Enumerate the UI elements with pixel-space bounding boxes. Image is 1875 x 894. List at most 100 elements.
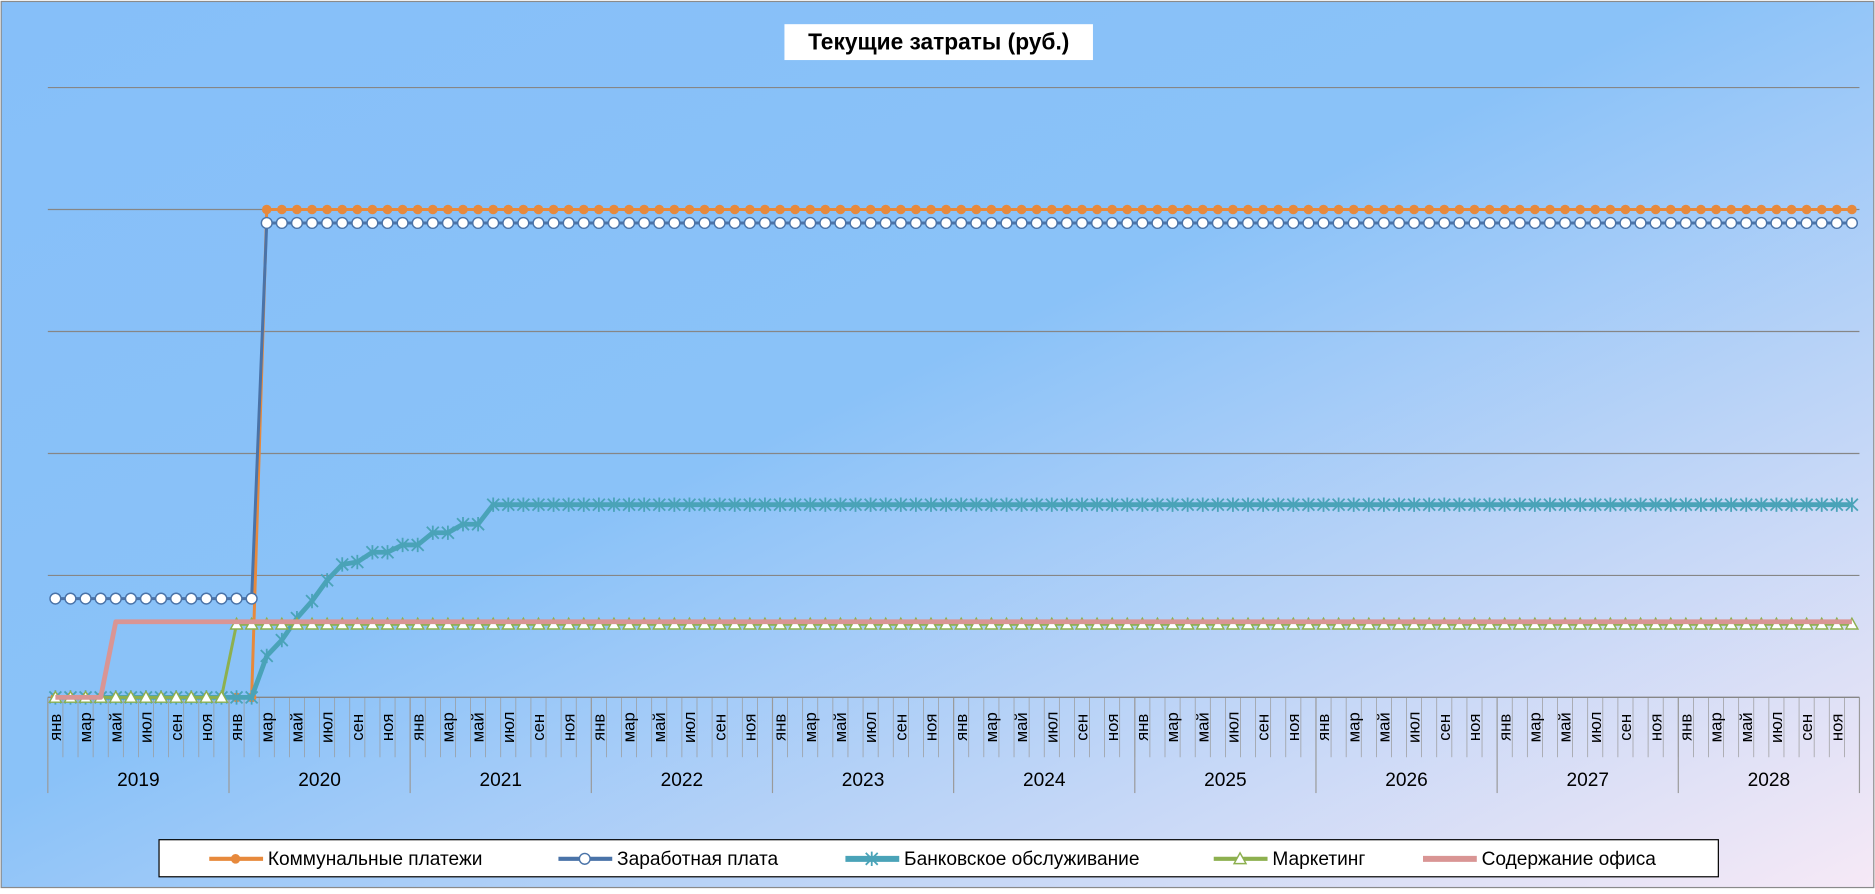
marker xyxy=(758,216,772,230)
x-tick-label: мар xyxy=(439,712,458,742)
x-tick-label: мар xyxy=(801,712,820,742)
marker xyxy=(1121,216,1134,230)
marker xyxy=(803,497,817,512)
marker xyxy=(1665,204,1676,215)
marker xyxy=(999,497,1014,512)
x-tick-label: мар xyxy=(76,712,95,742)
marker xyxy=(1077,204,1087,215)
x-tick-label: ноя xyxy=(1465,713,1484,741)
marker xyxy=(819,216,832,230)
marker xyxy=(909,497,923,512)
marker xyxy=(909,216,922,230)
marker xyxy=(277,204,287,215)
marker xyxy=(517,216,530,230)
marker xyxy=(1075,216,1089,230)
marker xyxy=(1062,204,1072,215)
marker xyxy=(411,216,424,230)
marker xyxy=(1679,216,1692,230)
marker xyxy=(1303,204,1314,215)
marker xyxy=(713,497,727,512)
x-tick-label: май xyxy=(288,712,307,742)
x-tick-label: сен xyxy=(1797,714,1816,741)
marker xyxy=(1167,204,1178,215)
marker xyxy=(790,204,800,215)
marker xyxy=(531,497,546,512)
marker xyxy=(1392,497,1406,512)
marker xyxy=(441,525,455,540)
marker xyxy=(441,216,454,230)
marker xyxy=(1377,497,1391,512)
marker xyxy=(1364,204,1374,215)
x-tick-label: янв xyxy=(1133,714,1152,741)
marker xyxy=(109,592,122,605)
marker xyxy=(939,216,953,230)
marker xyxy=(275,632,289,648)
marker xyxy=(1316,497,1331,512)
marker xyxy=(713,216,726,230)
marker xyxy=(230,592,243,605)
marker xyxy=(503,204,514,215)
marker xyxy=(1650,204,1661,215)
marker xyxy=(1152,204,1163,215)
marker xyxy=(533,204,544,215)
marker xyxy=(1573,497,1587,512)
x-tick-label: сен xyxy=(1073,714,1092,741)
marker xyxy=(305,593,319,609)
marker xyxy=(758,497,772,512)
marker xyxy=(607,497,621,512)
marker xyxy=(380,545,395,560)
marker xyxy=(941,204,951,215)
marker xyxy=(229,690,244,705)
marker xyxy=(1649,216,1662,230)
marker xyxy=(426,216,439,230)
marker xyxy=(639,204,649,215)
marker xyxy=(108,689,123,703)
marker xyxy=(337,204,348,215)
marker xyxy=(1106,216,1119,230)
x-tick-label: ноя xyxy=(559,713,578,741)
marker xyxy=(305,216,319,230)
marker xyxy=(896,204,906,215)
x-tick-label: сен xyxy=(348,714,367,741)
marker xyxy=(547,216,560,230)
x-tick-label: янв xyxy=(1495,714,1514,741)
marker xyxy=(1332,216,1345,230)
x-tick-label: янв xyxy=(952,714,971,741)
marker xyxy=(411,537,425,553)
marker xyxy=(1830,497,1844,512)
marker xyxy=(714,204,725,215)
marker xyxy=(638,216,651,230)
x-tick-label: май xyxy=(1193,712,1212,742)
marker xyxy=(924,216,938,230)
marker xyxy=(501,497,515,512)
marker xyxy=(1272,216,1285,230)
marker xyxy=(653,216,666,230)
marker xyxy=(516,497,530,512)
marker xyxy=(79,592,92,605)
marker xyxy=(1664,216,1677,230)
marker xyxy=(773,497,787,512)
marker xyxy=(879,216,892,230)
marker xyxy=(138,689,154,703)
x-tick-label: мар xyxy=(1707,712,1726,742)
marker xyxy=(1030,497,1044,512)
marker xyxy=(1060,216,1073,230)
marker xyxy=(1482,497,1497,512)
marker xyxy=(1784,497,1799,512)
marker xyxy=(1317,216,1330,230)
x-tick-label: янв xyxy=(227,714,246,741)
marker xyxy=(548,204,559,215)
marker xyxy=(911,204,921,215)
marker xyxy=(1741,204,1752,215)
marker xyxy=(1605,204,1616,215)
marker xyxy=(1726,204,1736,215)
x-tick-label: сен xyxy=(1435,714,1454,741)
marker xyxy=(788,497,802,512)
marker xyxy=(1740,216,1753,230)
year-label: 2026 xyxy=(1385,770,1428,791)
marker xyxy=(818,497,832,512)
x-tick-label: май xyxy=(831,712,850,742)
year-label: 2020 xyxy=(298,770,341,791)
marker xyxy=(1379,204,1389,215)
